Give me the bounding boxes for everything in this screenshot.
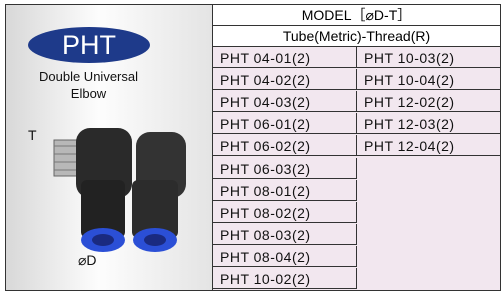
table-subheader: Tube(Metric)-Thread(R) (213, 26, 500, 47)
fitting-illustration (36, 110, 196, 280)
model-cell: PHT 10-03(2) (357, 47, 500, 68)
model-cell: PHT 10-04(2) (357, 69, 500, 90)
product-image-panel: PHT Double Universal Elbow T ⌀D (6, 5, 213, 290)
model-cell: PHT 06-01(2) (213, 113, 357, 134)
model-cell: PHT 08-03(2) (213, 224, 357, 245)
model-cell: PHT 12-03(2) (357, 113, 500, 134)
model-cell: PHT 08-04(2) (213, 246, 357, 267)
model-cell: PHT 06-03(2) (213, 158, 357, 179)
model-cell: PHT 12-04(2) (357, 135, 500, 156)
series-badge: PHT (28, 27, 150, 63)
model-cell: PHT 12-02(2) (357, 91, 500, 112)
model-cell: PHT 04-01(2) (213, 47, 357, 68)
model-cell: PHT 04-03(2) (213, 91, 357, 112)
model-cell: PHT 06-02(2) (213, 135, 357, 156)
model-cell: PHT 04-02(2) (213, 69, 357, 90)
description: Elbow (6, 86, 171, 101)
tube-label: ⌀D (78, 252, 97, 269)
product-panel: PHT Double Universal Elbow T ⌀D MODEL［⌀D… (5, 4, 501, 291)
model-table: MODEL［⌀D-T］ Tube(Metric)-Thread(R) PHT 0… (213, 5, 500, 290)
description: Double Universal (6, 69, 171, 84)
model-cell: PHT 10-02(2) (213, 268, 357, 289)
thread-label: T (28, 127, 37, 143)
model-cell: PHT 08-01(2) (213, 180, 357, 201)
table-header: MODEL［⌀D-T］ (213, 5, 500, 26)
model-cell: PHT 08-02(2) (213, 202, 357, 223)
